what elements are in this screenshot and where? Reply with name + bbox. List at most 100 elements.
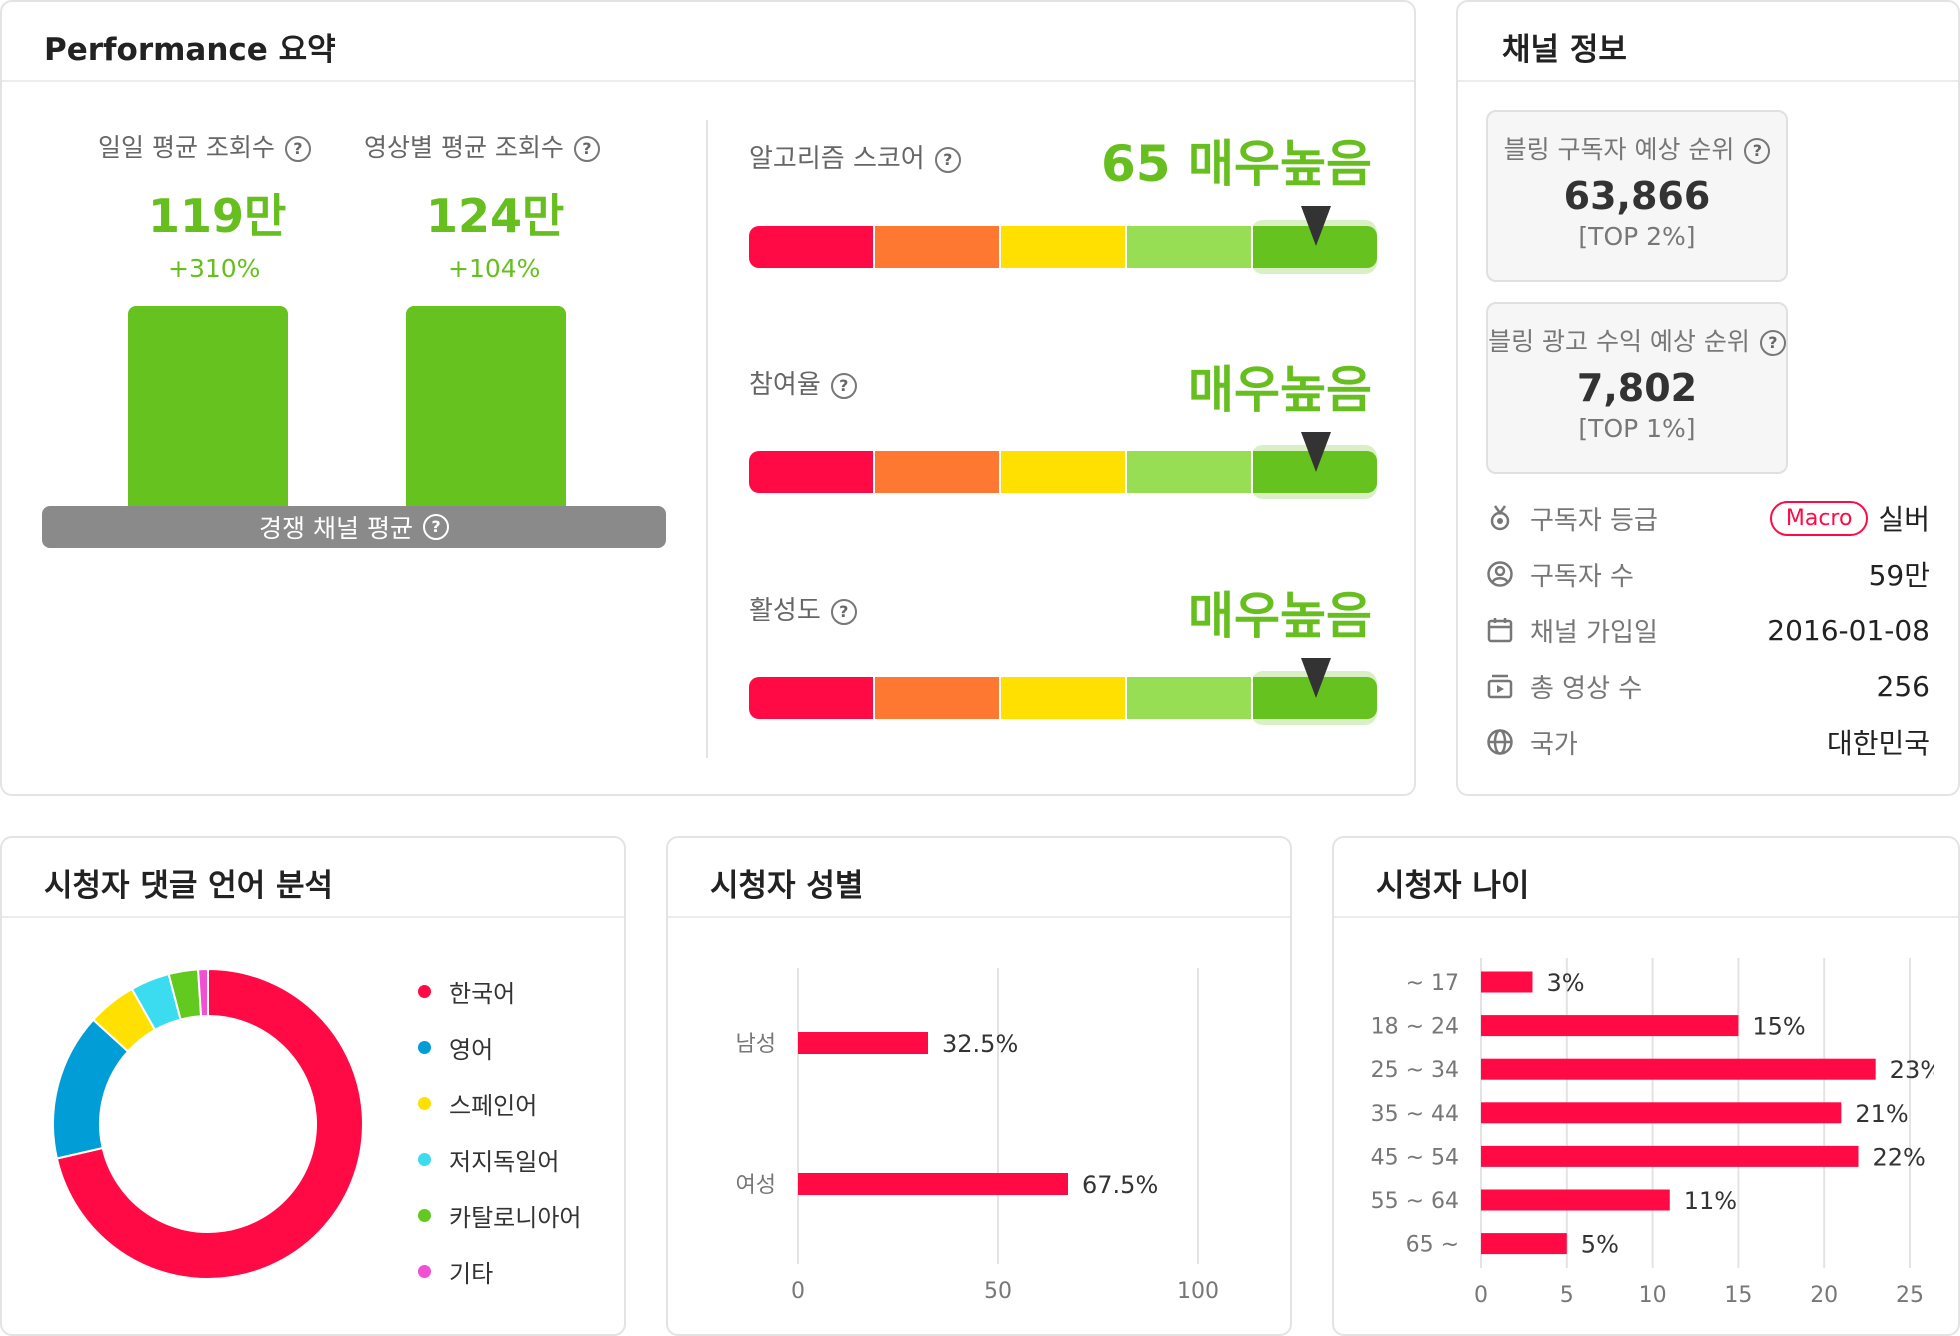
ad-revenue-rank-box: 블링 광고 수익 예상 순위? 7,802 [TOP 1%]: [1486, 302, 1788, 474]
x-tick-label: 0: [1474, 1283, 1488, 1308]
x-tick-label: 15: [1724, 1283, 1752, 1308]
join-date-value: 2016-01-08: [1767, 613, 1930, 647]
info-row-join-date: 채널 가입일 2016-01-08: [1486, 610, 1930, 650]
help-icon[interactable]: ?: [934, 146, 961, 173]
engagement-rate-gauge: [749, 451, 1377, 493]
algorithm-score-gauge: [749, 226, 1377, 268]
bar-55~64[interactable]: [1481, 1189, 1670, 1211]
activity-label: 활성도?: [749, 590, 857, 627]
per-video-avg-views-label: 영상별 평균 조회수?: [364, 128, 600, 164]
subscriber-count-value: 59만: [1868, 559, 1930, 592]
activity-value: 매우높음: [1188, 587, 1372, 645]
divider: [1458, 80, 1958, 82]
age-card: 시청자 나이 0 5 10 15 20 25 ~ 17 3% 18 ~ 24 15% 25 ~ 34…: [1332, 836, 1960, 1336]
data-label: 3%: [1546, 969, 1584, 997]
bar-남성[interactable]: [798, 1032, 928, 1054]
y-category-label: 55 ~ 64: [1371, 1189, 1459, 1214]
performance-card: Performance 요약 일일 평균 조회수? 119만 +310% 영상별…: [0, 0, 1416, 796]
subscriber-grade-value: 실버: [1878, 503, 1930, 536]
algorithm-score-value: 65 매우높음: [1101, 135, 1372, 193]
channel-info-title: 채널 정보: [1502, 32, 1627, 68]
y-category-label: ~ 17: [1406, 971, 1459, 996]
user-circle-icon: [1487, 561, 1513, 587]
bar-35~44[interactable]: [1481, 1102, 1842, 1124]
legend-dot: [418, 1209, 431, 1222]
x-tick-label: 100: [1177, 1279, 1219, 1304]
bar-45~54[interactable]: [1481, 1145, 1859, 1167]
divider: [668, 916, 1290, 918]
help-icon[interactable]: ?: [284, 136, 311, 162]
daily-avg-views-label: 일일 평균 조회수?: [98, 128, 311, 164]
subscriber-rank-box: 블링 구독자 예상 순위? 63,866 [TOP 2%]: [1486, 110, 1788, 282]
help-icon[interactable]: ?: [1744, 138, 1771, 164]
gender-bar-chart: 0 50 100 남성 32.5% 여성 67.5%: [736, 968, 1219, 1304]
data-label: 32.5%: [942, 1030, 1018, 1058]
data-label: 23%: [1890, 1056, 1934, 1084]
legend-item-catalan: 카탈로니아어: [418, 1198, 581, 1233]
legend-dot: [418, 1097, 431, 1110]
help-icon[interactable]: ?: [1759, 330, 1786, 356]
y-category-label: 65 ~: [1406, 1233, 1459, 1258]
language-donut-chart: [52, 967, 364, 1280]
info-row-country: 국가 대한민국: [1486, 722, 1930, 762]
help-icon[interactable]: ?: [573, 136, 600, 162]
macro-badge: Macro: [1769, 500, 1869, 536]
donut-slice-한국어[interactable]: [55, 967, 364, 1280]
x-tick-label: 25: [1896, 1283, 1924, 1308]
y-category-label: 45 ~ 54: [1371, 1145, 1459, 1170]
legend-item-english: 영어: [418, 1030, 493, 1065]
data-label: 15%: [1752, 1013, 1805, 1041]
help-icon[interactable]: ?: [830, 372, 857, 399]
info-row-video-count: 총 영상 수 256: [1486, 666, 1930, 706]
engagement-rate-label: 참여율?: [749, 364, 857, 401]
data-label: 67.5%: [1082, 1171, 1158, 1199]
x-tick-label: 50: [984, 1279, 1012, 1304]
ad-revenue-rank-value: 7,802: [1576, 366, 1698, 410]
daily-avg-views-change: +310%: [168, 254, 261, 283]
donut-slice-기타[interactable]: [197, 967, 209, 1018]
algorithm-score-label: 알고리즘 스코어?: [749, 138, 961, 175]
engagement-rate-value: 매우높음: [1188, 361, 1372, 419]
bar-여성[interactable]: [798, 1173, 1068, 1195]
data-label: 11%: [1684, 1187, 1737, 1215]
data-label: 21%: [1855, 1100, 1908, 1128]
daily-avg-views-bar: [128, 306, 288, 510]
gauge-pointer-icon: [1301, 658, 1331, 698]
ad-revenue-rank-top: [TOP 1%]: [1578, 414, 1696, 443]
gender-card: 시청자 성별 0 50 100 남성 32.5% 여성 67.5%: [666, 836, 1292, 1336]
country-value: 대한민국: [1826, 727, 1930, 760]
subscriber-rank-value: 63,866: [1563, 174, 1711, 218]
x-tick-label: 0: [791, 1279, 805, 1304]
y-category-label: 남성: [736, 1032, 776, 1057]
y-category-label: 여성: [736, 1173, 776, 1198]
subscriber-rank-top: [TOP 2%]: [1578, 222, 1696, 251]
y-category-label: 35 ~ 44: [1371, 1102, 1459, 1127]
divider: [2, 916, 624, 918]
ad-revenue-rank-label: 블링 광고 수익 예상 순위: [1488, 327, 1750, 356]
bar-~17[interactable]: [1481, 971, 1533, 993]
medal-icon: [1490, 505, 1510, 531]
video-count-label: 총 영상 수: [1530, 673, 1643, 704]
subscriber-count-label: 구독자 수: [1530, 561, 1634, 592]
activity-gauge: [749, 677, 1377, 719]
bar-18~24[interactable]: [1481, 1015, 1739, 1037]
bar-65~[interactable]: [1481, 1233, 1567, 1255]
legend-dot: [418, 1041, 431, 1054]
help-icon[interactable]: ?: [422, 514, 449, 540]
competitor-average-baseline: 경쟁 채널 평균?: [42, 506, 666, 548]
legend-dot: [418, 1265, 431, 1278]
per-video-avg-views-change: +104%: [448, 254, 541, 283]
legend-item-other: 기타: [418, 1254, 493, 1289]
per-video-avg-views-bar: [406, 306, 566, 510]
performance-title: Performance 요약: [44, 32, 336, 68]
gauge-pointer-icon: [1301, 432, 1331, 472]
bar-25~34[interactable]: [1481, 1058, 1876, 1080]
legend-item-spanish: 스페인어: [418, 1086, 537, 1121]
info-row-subscriber-count: 구독자 수 59만: [1486, 554, 1930, 594]
language-card: 시청자 댓글 언어 분석 한국어 영어 스페인어 저지독일어 카탈로니아어 기타: [0, 836, 626, 1336]
per-video-avg-views-value: 124만: [426, 189, 565, 243]
help-icon[interactable]: ?: [830, 598, 857, 625]
x-tick-label: 10: [1639, 1283, 1667, 1308]
y-category-label: 18 ~ 24: [1371, 1015, 1459, 1040]
join-date-label: 채널 가입일: [1530, 617, 1658, 648]
